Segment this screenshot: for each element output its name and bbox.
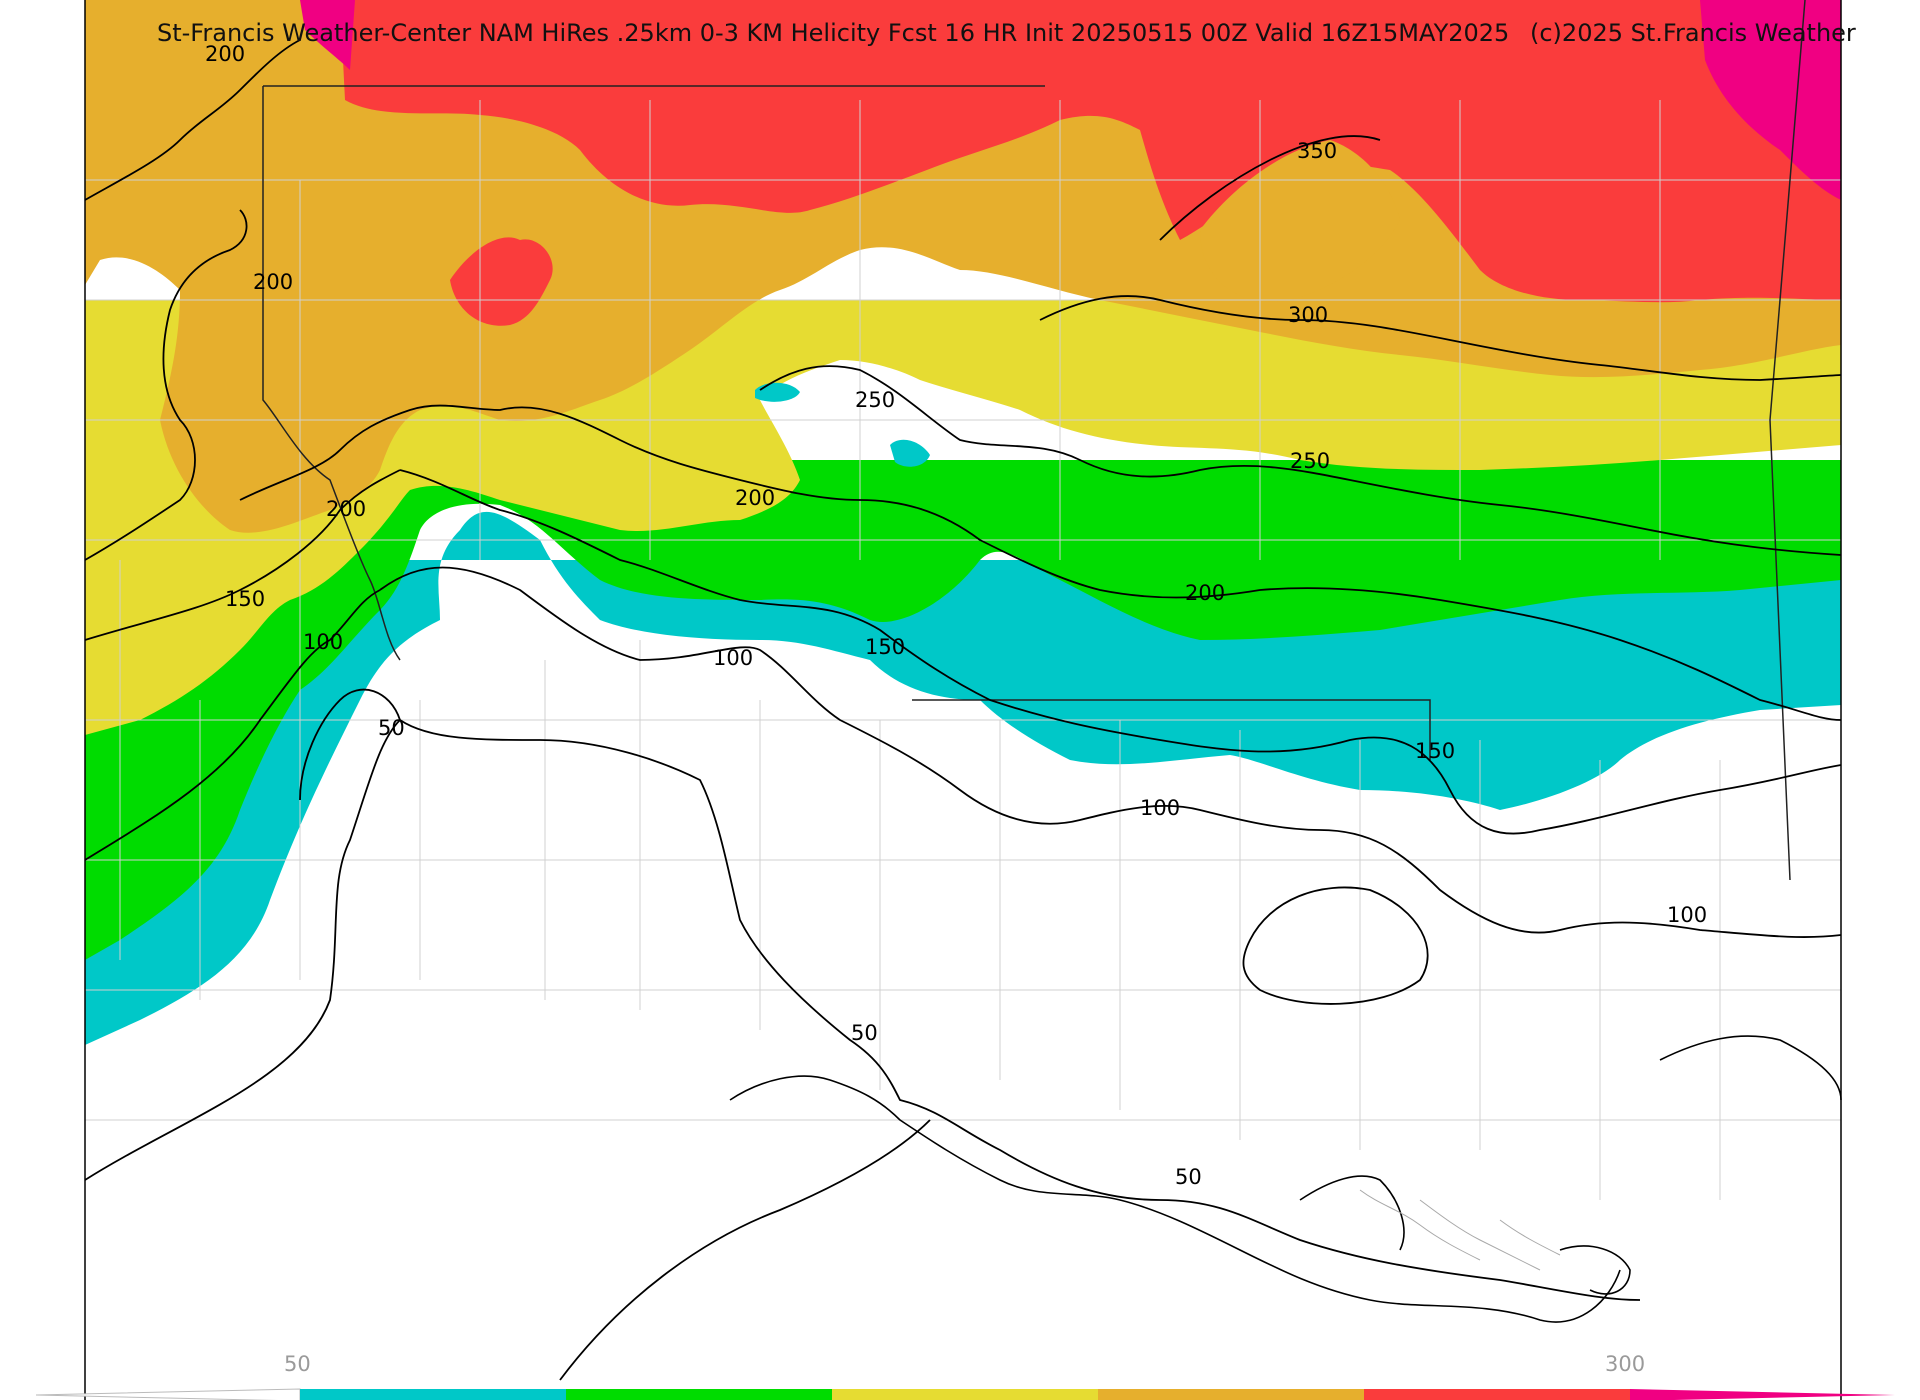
contour-label-150-a: 150: [225, 587, 265, 611]
contour-label-50-a: 50: [378, 716, 405, 740]
fill-50-100-spot-1: [755, 382, 800, 402]
contour-label-350: 350: [1297, 139, 1337, 163]
contour-line-50-south: [399, 719, 1641, 1301]
contour-line-100-loop: [1242, 886, 1429, 1005]
contour-line-200-west: [84, 209, 248, 561]
contour-label-200-d: 200: [735, 486, 775, 510]
colorbar-200-250: [1098, 1389, 1364, 1400]
fill-50-100-spot-2: [890, 439, 930, 467]
state-borders: [262, 0, 1806, 881]
colorbar-50-100: [300, 1389, 566, 1400]
marsh-texture: [1359, 1189, 1561, 1271]
contour-line-150-mid: [399, 469, 1842, 835]
fill-300-350: [1700, 0, 1841, 200]
fill-250-300-spot: [450, 237, 553, 326]
contour-labels: 200 200 200 200 200 150 150 150 100 100 …: [200, 42, 1707, 1189]
contour-line-100-west: [84, 589, 381, 861]
contour-line-50-west: [84, 688, 402, 1181]
colorbar-label-300: 300: [1605, 1352, 1645, 1376]
colorbar-150-200: [832, 1389, 1098, 1400]
contour-line-100-mid: [379, 566, 1842, 938]
contour-label-200-b: 200: [253, 270, 293, 294]
fill-50-100: [85, 511, 1841, 1045]
fill-100-150: [85, 460, 1841, 960]
contour-line-200-north: [84, 39, 301, 201]
contour-label-100-a: 100: [303, 630, 343, 654]
contour-label-100-b: 100: [713, 646, 753, 670]
contour-line-250: [759, 365, 1842, 556]
contour-label-100-d: 100: [1667, 903, 1707, 927]
map-frame: [84, 0, 1842, 1400]
map-title: St-Francis Weather-Center NAM HiRes .25k…: [157, 19, 1509, 47]
contour-line-50-gulf: [559, 1119, 931, 1381]
colorbar-label-50: 50: [284, 1352, 311, 1376]
contour-line-300: [1039, 295, 1842, 381]
contour-label-300: 300: [1288, 303, 1328, 327]
map-copyright: (c)2025 St.Francis Weather: [1530, 19, 1856, 47]
contour-label-50-c: 50: [1175, 1165, 1202, 1189]
label-bg: [200, 42, 244, 66]
contour-label-50-b: 50: [851, 1021, 878, 1045]
contour-label-150-c: 150: [1415, 739, 1455, 763]
helicity-fill-layers: [85, 0, 1841, 1045]
colorbar: 50 300: [35, 1352, 1895, 1400]
contour-label-100-c: 100: [1140, 796, 1180, 820]
contour-lines: [84, 39, 1842, 1381]
contour-line-200-mid: [239, 404, 1842, 721]
fill-300-350-nw: [300, 0, 355, 70]
contour-label-250-a: 250: [855, 388, 895, 412]
colorbar-250-300: [1364, 1389, 1630, 1400]
contour-label-250-b: 250: [1290, 449, 1330, 473]
contour-label-200-a: 200: [205, 42, 245, 66]
coastline: [729, 1035, 1842, 1323]
contour-label-200-e: 200: [1185, 581, 1225, 605]
contour-label-200-c: 200: [326, 497, 366, 521]
contour-label-150-b: 150: [865, 635, 905, 659]
fill-250-300: [340, 0, 1841, 303]
colorbar-300-350: [1630, 1389, 1895, 1400]
contour-line-150-west: [84, 469, 401, 641]
contour-line-350: [1159, 135, 1381, 241]
county-borders: [85, 100, 1841, 1200]
colorbar-100-150: [566, 1389, 832, 1400]
